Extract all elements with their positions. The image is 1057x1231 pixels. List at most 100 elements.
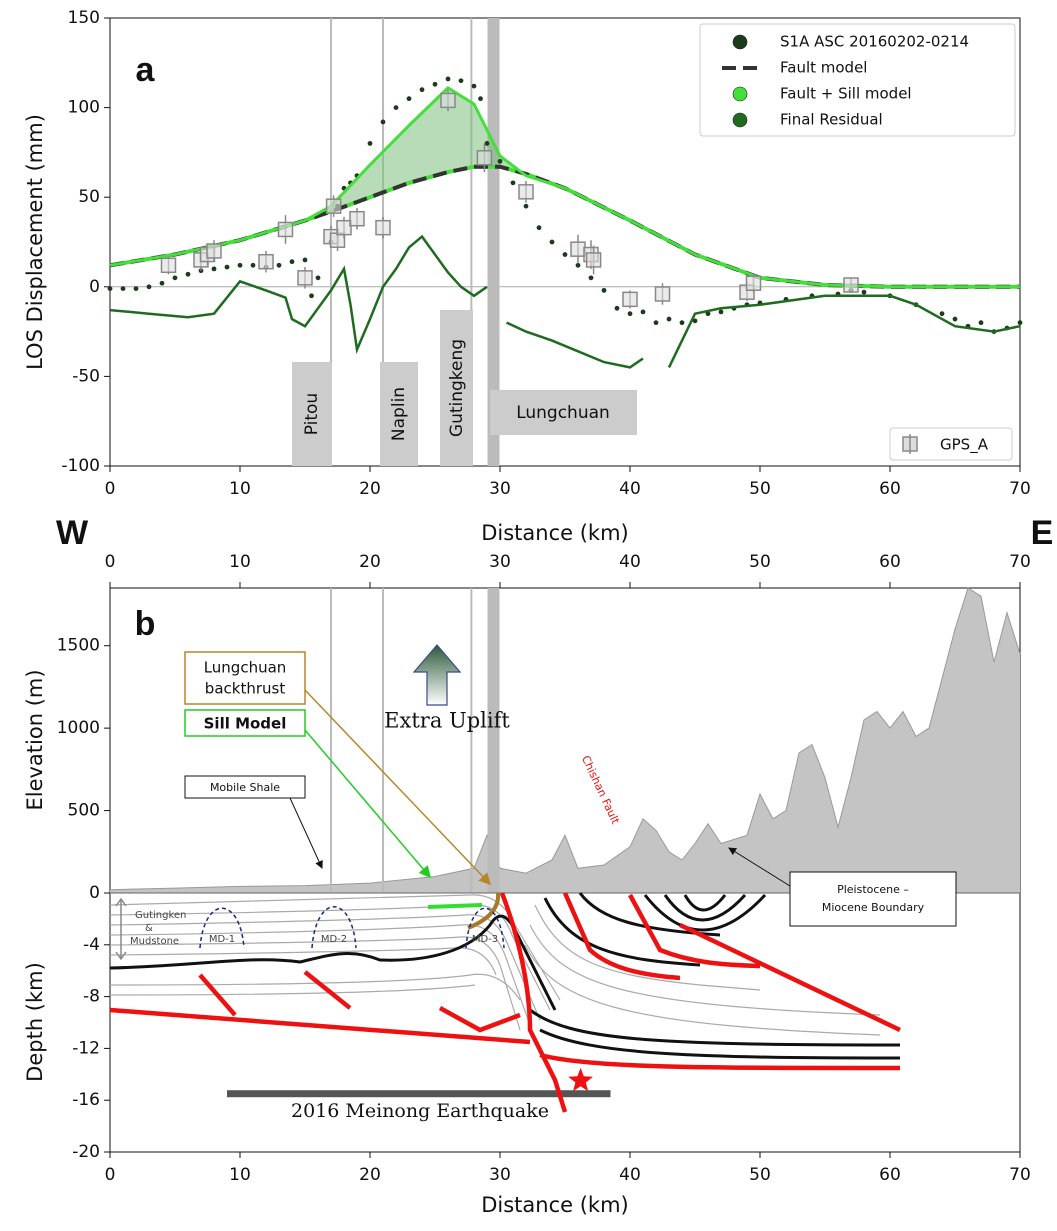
annotations: Pitou Naplin Gutingkeng Lungchuan a LOS … (23, 51, 1053, 1217)
x-tick-label: 70 (1009, 1165, 1031, 1185)
data-point (601, 287, 607, 293)
plot-frame (109, 17, 1021, 467)
data-point (471, 83, 477, 89)
x-tick-label: 60 (879, 479, 901, 499)
annotation-box (184, 775, 306, 799)
fault-label-box (292, 362, 332, 466)
stratum (109, 973, 521, 1001)
stratum (529, 924, 881, 1016)
dome-label: MD-2 (321, 934, 347, 945)
gps-point (349, 210, 365, 227)
horizon (543, 897, 701, 967)
gps-point (654, 286, 671, 302)
gps-point (206, 243, 222, 259)
annotation-box (789, 871, 957, 927)
annotation-arrow (289, 797, 323, 869)
elevation-fill (110, 588, 1020, 893)
legend-marker (732, 34, 748, 50)
x-tick-label: 0 (105, 552, 116, 572)
data-point (211, 266, 217, 272)
formation-arrow (115, 897, 127, 961)
data-point (367, 141, 373, 146)
fault-label-box (490, 390, 637, 435)
legend (889, 427, 1013, 461)
data-point (536, 225, 542, 231)
y-tick-label: 100 (68, 98, 100, 118)
x-tick-label: 50 (749, 1165, 771, 1185)
fault (303, 970, 352, 1010)
annotation-arrow (728, 847, 791, 887)
horizon (539, 1028, 901, 1060)
y-tick-label: -16 (72, 1090, 100, 1110)
annotation: Miocene Boundary (822, 901, 925, 914)
gps-point (160, 257, 177, 274)
fault (198, 973, 237, 1017)
direction-label: W (56, 514, 89, 552)
gps-point (476, 150, 493, 166)
data-point (172, 275, 178, 281)
data-point (549, 239, 555, 245)
gps-point (336, 219, 352, 236)
legend-label: Fault model (780, 59, 867, 77)
y-tick-label: -50 (72, 366, 100, 386)
rupture (227, 1090, 611, 1098)
x-tick-label: 10 (229, 1165, 251, 1185)
dome-label: MD-3 (472, 934, 498, 945)
y-tick-label: 0 (89, 883, 100, 903)
faults (109, 892, 901, 1113)
data-point (432, 81, 438, 87)
annotation: Mobile Shale (210, 781, 280, 794)
x-tick-label: 30 (489, 1165, 511, 1185)
data-point (237, 262, 243, 268)
x-axis-label: Distance (km) (481, 1193, 629, 1217)
fault (539, 1052, 901, 1071)
data-point (406, 96, 412, 102)
y-tick-label: 0 (89, 277, 100, 297)
data-point (419, 87, 425, 93)
data-point (133, 286, 139, 291)
x-tick-label: 70 (1009, 552, 1031, 572)
data-point (497, 158, 503, 164)
y-tick-label: -8 (83, 987, 100, 1007)
horizon (109, 914, 557, 1011)
data-point (588, 275, 594, 281)
gps-point (622, 291, 638, 308)
gps-point (843, 277, 859, 293)
data-point (978, 320, 984, 326)
domes (199, 906, 505, 949)
annotation: Sill Model (204, 715, 287, 733)
data-point (718, 309, 724, 315)
data-point (575, 262, 581, 268)
x-tick-label: 30 (489, 552, 511, 572)
gps-point (325, 198, 342, 214)
data-point (627, 311, 633, 317)
data-point (445, 76, 451, 82)
horizon (683, 894, 727, 912)
x-tick-label: 40 (619, 552, 641, 572)
fault-label: Lungchuan (516, 403, 610, 423)
annotation: 2016 Meinong Earthquake (291, 1100, 549, 1122)
gps-point (440, 92, 456, 109)
y-tick-label: 1000 (57, 718, 100, 738)
gps-point (518, 184, 534, 200)
x-tick-label: 10 (229, 552, 251, 572)
uplift-arrow (412, 644, 462, 706)
legend-label: Final Residual (780, 111, 883, 129)
x-tick-label: 40 (619, 1165, 641, 1185)
data-point (107, 286, 113, 291)
x-tick-label: 40 (619, 479, 641, 499)
data-point (146, 284, 152, 290)
stratum (109, 947, 497, 976)
x-axis-label: Distance (km) (481, 521, 629, 545)
x-tick-label: 20 (359, 1165, 381, 1185)
annotation-box (184, 709, 306, 737)
legend (699, 23, 1016, 137)
data-point (302, 257, 308, 263)
x-tick-label: 10 (229, 479, 251, 499)
y-tick-label: -4 (83, 935, 100, 955)
legend-label: Fault + Sill model (780, 85, 912, 103)
x-tick-label: 20 (359, 479, 381, 499)
legend-label: GPS_A (940, 436, 989, 455)
y-axis-label: Elevation (m) (23, 669, 47, 810)
